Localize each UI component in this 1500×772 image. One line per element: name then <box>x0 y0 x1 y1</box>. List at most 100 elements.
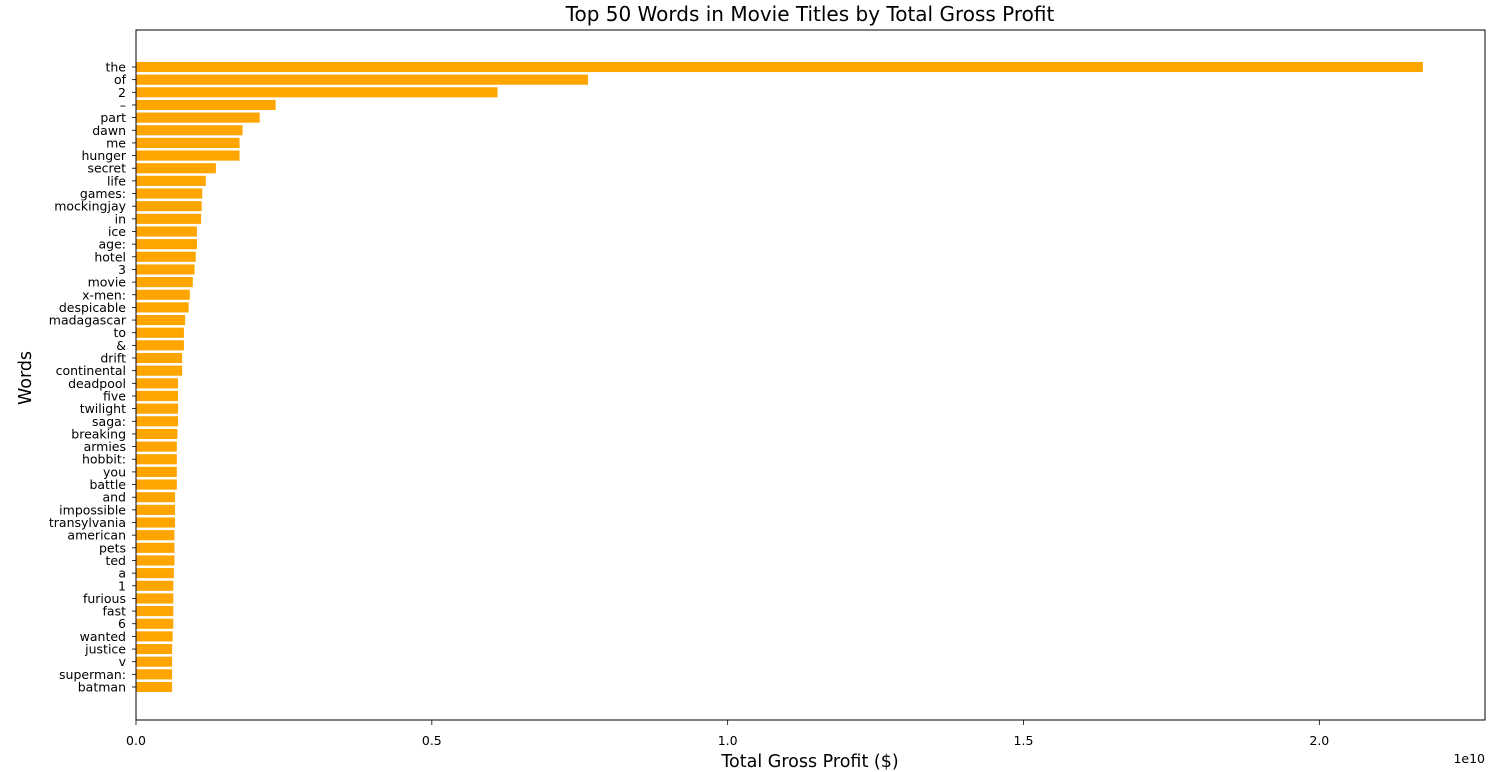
y-tick-label: – <box>120 97 126 112</box>
bar-42 <box>136 593 174 604</box>
y-tick-label: impossible <box>59 502 126 517</box>
y-tick-label: transylvania <box>49 515 126 530</box>
bar-14 <box>136 239 197 250</box>
y-tick-label: saga: <box>92 414 126 429</box>
y-tick-label: and <box>102 490 126 505</box>
y-tick-label: x-men: <box>82 287 126 302</box>
bar-46 <box>136 643 173 655</box>
y-tick-label: batman <box>78 680 126 695</box>
bar-11 <box>136 201 202 212</box>
y-tick-label: hotel <box>94 249 126 264</box>
bar-35 <box>136 504 176 515</box>
y-tick-label: a <box>118 566 126 581</box>
bar-43 <box>136 606 174 617</box>
bar-38 <box>136 542 175 553</box>
y-tick-label: justice <box>84 642 126 657</box>
y-tick-label: movie <box>88 275 127 290</box>
bar-49 <box>136 681 173 693</box>
x-ticks: 0.0 0.5 1.0 1.5 2.0 <box>126 720 1329 748</box>
bar-25 <box>136 378 179 389</box>
y-tick-label: superman: <box>59 667 126 682</box>
y-tick-label: mockingjay <box>54 199 126 214</box>
y-tick-label: hunger <box>81 148 126 163</box>
y-tick-label: games: <box>80 186 126 201</box>
y-tick-label: despicable <box>59 300 126 315</box>
y-tick-label: secret <box>87 161 126 176</box>
y-axis-title: Words <box>16 351 36 405</box>
bar-10 <box>136 188 203 199</box>
x-tick-label: 0.0 <box>126 733 146 748</box>
y-tick-label: dawn <box>92 123 126 138</box>
bar-1 <box>136 74 589 85</box>
x-offset-label: 1e10 <box>1453 751 1485 766</box>
bar-33 <box>136 479 177 490</box>
bar-12 <box>136 213 202 224</box>
y-tick-label: 2 <box>118 85 126 100</box>
bar-7 <box>136 150 240 161</box>
bar-27 <box>136 403 179 414</box>
bar-0 <box>136 61 1423 73</box>
bar-39 <box>136 555 175 566</box>
y-tick-label: to <box>113 325 126 340</box>
y-tick-label: age: <box>99 237 127 252</box>
y-tick-label: twilight <box>80 401 126 416</box>
bar-45 <box>136 631 173 642</box>
bar-44 <box>136 618 174 629</box>
y-tick-label: continental <box>56 363 126 378</box>
plot-frame <box>135 29 1486 721</box>
bar-24 <box>136 365 183 376</box>
x-tick-label: 2.0 <box>1309 733 1329 748</box>
y-tick-label: five <box>103 388 126 403</box>
y-tick-label: breaking <box>71 426 126 441</box>
y-tick-label: part <box>100 110 126 125</box>
y-tick-label: ice <box>108 224 126 239</box>
y-tick-label: me <box>106 135 126 150</box>
bar-37 <box>136 530 175 541</box>
y-tick-label: & <box>116 338 126 353</box>
y-tick-label: the <box>105 60 126 75</box>
chart-title: Top 50 Words in Movie Titles by Total Gr… <box>565 2 1055 26</box>
y-tick-label: hobbit: <box>82 452 126 467</box>
bar-5 <box>136 125 243 136</box>
bar-22 <box>136 340 184 351</box>
bar-23 <box>136 352 183 364</box>
y-tick-label: 1 <box>118 578 126 593</box>
y-tick-label: life <box>107 173 126 188</box>
x-axis-title: Total Gross Profit ($) <box>720 752 898 772</box>
bar-31 <box>136 454 177 465</box>
bar-17 <box>136 277 193 288</box>
y-tick-label: madagascar <box>49 313 127 328</box>
y-tick-label: drift <box>100 351 126 366</box>
bar-4 <box>136 112 260 123</box>
y-tick-label: pets <box>99 540 126 555</box>
y-tick-label: you <box>103 464 126 479</box>
bar-21 <box>136 327 184 338</box>
bar-41 <box>136 580 174 591</box>
bar-16 <box>136 264 195 275</box>
x-tick-label: 1.5 <box>1014 733 1034 748</box>
bar-48 <box>136 669 173 680</box>
bar-3 <box>136 99 276 111</box>
bar-18 <box>136 289 190 300</box>
bar-30 <box>136 441 177 452</box>
bar-20 <box>136 315 186 326</box>
x-tick-label: 0.5 <box>422 733 442 748</box>
y-tick-label: battle <box>89 477 126 492</box>
x-tick-label: 1.0 <box>718 733 738 748</box>
bar-40 <box>136 568 174 579</box>
y-tick-label: v <box>119 654 127 669</box>
bar-47 <box>136 656 173 667</box>
bar-2 <box>136 87 498 98</box>
y-tick-label: in <box>115 211 126 226</box>
y-tick-label: furious <box>83 591 126 606</box>
y-tick-label: american <box>67 528 126 543</box>
y-tick-labels: theof2–partdawnmehungersecretlifegames:m… <box>49 60 136 695</box>
bar-15 <box>136 251 196 262</box>
bar-9 <box>136 175 206 186</box>
bar-32 <box>136 466 177 477</box>
y-tick-label: fast <box>103 604 127 619</box>
y-tick-label: armies <box>84 439 126 454</box>
y-tick-label: deadpool <box>68 376 126 391</box>
bar-28 <box>136 416 179 427</box>
